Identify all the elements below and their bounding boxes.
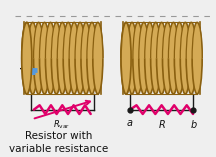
Ellipse shape [33,22,44,94]
Ellipse shape [139,22,149,94]
Ellipse shape [192,22,202,94]
Ellipse shape [151,22,161,94]
Ellipse shape [157,22,167,94]
Ellipse shape [180,22,190,94]
Ellipse shape [145,22,155,94]
Ellipse shape [168,22,178,94]
Ellipse shape [174,22,184,94]
Text: $R_{\rm var}$: $R_{\rm var}$ [53,118,70,131]
Ellipse shape [81,22,91,94]
Ellipse shape [87,22,97,94]
Text: Resistor with
variable resistance: Resistor with variable resistance [9,131,108,154]
Ellipse shape [93,22,103,94]
Text: $R$: $R$ [158,118,165,130]
Ellipse shape [127,22,137,94]
Text: +: + [19,64,27,74]
Ellipse shape [57,22,67,94]
Ellipse shape [69,22,79,94]
Ellipse shape [162,22,173,94]
Ellipse shape [186,22,196,94]
Ellipse shape [22,22,32,94]
Ellipse shape [51,22,61,94]
Ellipse shape [45,22,56,94]
Ellipse shape [75,22,85,94]
Ellipse shape [121,22,131,94]
Ellipse shape [121,22,131,94]
Ellipse shape [40,22,49,94]
Ellipse shape [133,22,143,94]
Ellipse shape [63,22,73,94]
Text: $a$: $a$ [125,118,133,128]
Ellipse shape [28,22,38,94]
Ellipse shape [22,22,32,94]
Text: $b$: $b$ [190,118,198,130]
